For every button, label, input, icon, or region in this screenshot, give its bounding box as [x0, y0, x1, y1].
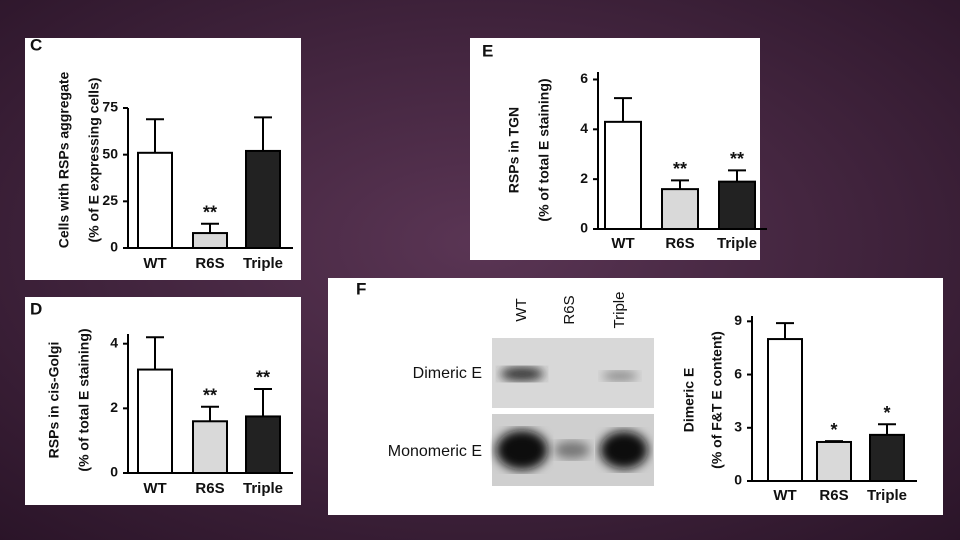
lane-label: Triple — [611, 292, 628, 329]
significance-label: ** — [203, 385, 217, 405]
significance-label: ** — [203, 202, 217, 222]
y-axis-label: (% of E expressing cells) — [86, 78, 102, 243]
y-tick-label: 6 — [580, 70, 588, 86]
y-axis-label: RSPs in TGN — [506, 107, 522, 193]
x-tick-label: Triple — [243, 480, 283, 497]
bar — [245, 415, 281, 475]
y-tick-label: 3 — [734, 418, 742, 434]
y-axis-label: Cells with RSPs aggregate — [56, 71, 72, 248]
y-tick-label: 4 — [580, 120, 588, 136]
blot-image — [492, 338, 654, 486]
bar — [718, 180, 756, 230]
significance-label: ** — [256, 368, 270, 388]
bar — [137, 151, 173, 249]
bar — [245, 149, 281, 249]
y-axis-label: (% of total E staining) — [536, 78, 552, 221]
x-tick-label: R6S — [819, 487, 848, 504]
x-tick-label: R6S — [195, 480, 224, 497]
x-tick-label: Triple — [867, 487, 907, 504]
y-tick-label: 0 — [734, 472, 742, 488]
panel-label: C — [30, 35, 42, 54]
y-axis-label: Dimeric E — [681, 368, 697, 433]
y-tick-label: 4 — [110, 334, 118, 350]
bar — [192, 232, 228, 249]
y-axis-label: RSPs in cis-Golgi — [46, 342, 62, 459]
bar — [816, 440, 852, 482]
panel-label: D — [30, 299, 42, 318]
significance-label: ** — [730, 149, 744, 169]
row-label: Monomeric E — [388, 443, 482, 460]
y-tick-label: 2 — [110, 399, 118, 415]
x-tick-label: Triple — [243, 255, 283, 272]
lane-label: WT — [513, 298, 530, 321]
x-tick-label: WT — [773, 487, 796, 504]
y-tick-label: 0 — [580, 220, 588, 236]
significance-label: * — [883, 403, 890, 423]
x-tick-label: WT — [143, 255, 166, 272]
bar — [869, 433, 905, 483]
lane-label: R6S — [561, 295, 578, 324]
bar — [604, 120, 642, 230]
y-tick-label: 0 — [110, 464, 118, 480]
x-tick-label: WT — [611, 235, 634, 252]
row-label: Dimeric E — [413, 365, 482, 382]
bar — [661, 188, 699, 230]
significance-label: * — [830, 420, 837, 440]
x-tick-label: R6S — [195, 255, 224, 272]
panel-label: F — [356, 279, 366, 298]
y-axis-label: (% of total E staining) — [76, 328, 92, 471]
y-tick-label: 6 — [734, 365, 742, 381]
y-tick-label: 50 — [102, 145, 118, 161]
y-tick-label: 75 — [102, 99, 118, 115]
x-tick-label: Triple — [717, 235, 757, 252]
significance-label: ** — [673, 159, 687, 179]
bar — [192, 420, 228, 475]
y-tick-label: 0 — [110, 239, 118, 255]
panel-label: E — [482, 41, 493, 60]
bar — [137, 368, 173, 474]
bar — [767, 338, 803, 482]
y-tick-label: 2 — [580, 170, 588, 186]
y-axis-label: (% of F&T E content) — [709, 331, 725, 469]
y-tick-label: 9 — [734, 312, 742, 328]
y-tick-label: 25 — [102, 192, 118, 208]
x-tick-label: WT — [143, 480, 166, 497]
x-tick-label: R6S — [665, 235, 694, 252]
